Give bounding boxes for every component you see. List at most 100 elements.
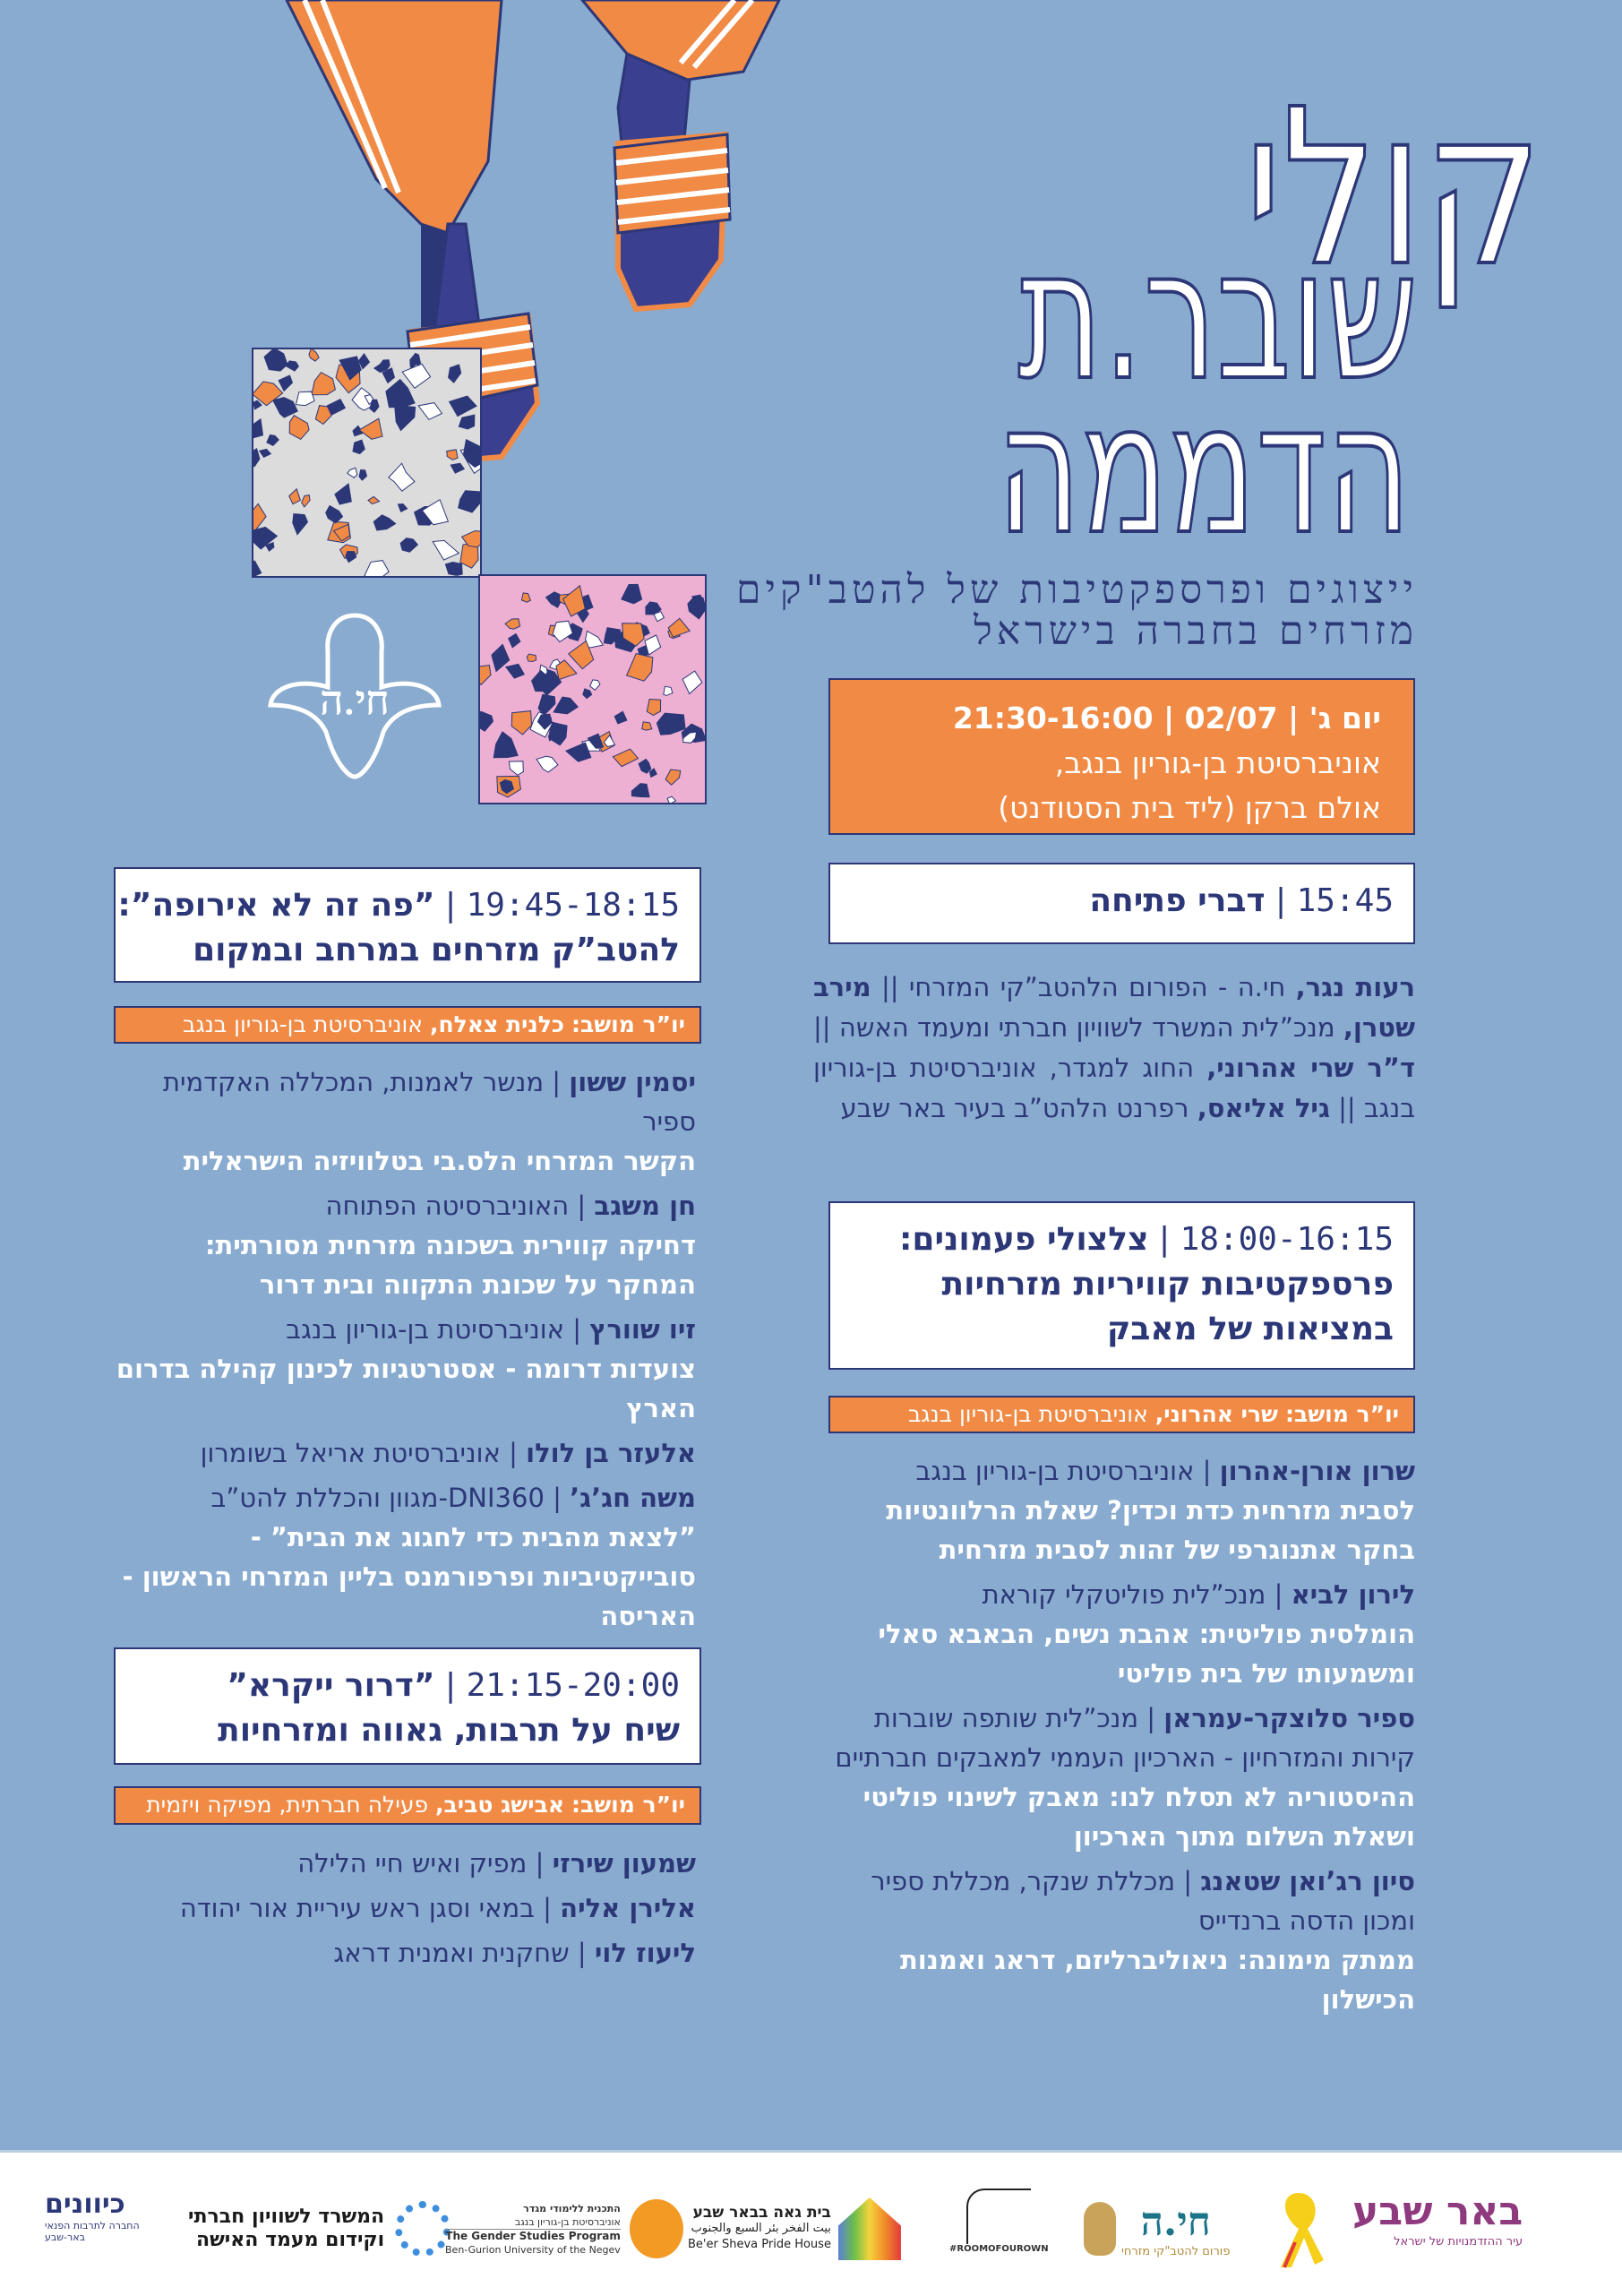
terrazzo-chip	[253, 526, 279, 550]
logo-ministry-line1: המשרד לשוויון חברתי	[188, 2206, 385, 2228]
terrazzo-chip	[351, 387, 378, 411]
terrazzo-chip	[458, 490, 480, 513]
terrazzo-chip	[458, 414, 476, 430]
terrazzo-chip	[334, 483, 352, 505]
terrazzo-chip	[663, 685, 674, 696]
hamsa-gold-icon	[1084, 2202, 1116, 2256]
terrazzo-chip	[589, 679, 601, 691]
terrazzo-chip	[526, 653, 537, 662]
terrazzo-chip	[266, 434, 279, 447]
terrazzo-chip	[511, 710, 533, 735]
speaker-entry: משה חג’ג’ | DNI360-מגוון והכללת להט”ב ”לצ…	[114, 1478, 696, 1636]
subtitle-line-2: מזרחים בחברה בישראל	[974, 608, 1418, 654]
footer-logos: כיוונים החברה לתרבות הפנאי באר-שבע המשרד…	[0, 2150, 1622, 2296]
terrazzo-chip	[326, 398, 347, 416]
terrazzo-chip	[644, 634, 662, 656]
logo-kivunim-name: כיוונים	[45, 2189, 125, 2220]
terrazzo-chip	[450, 462, 466, 474]
terrazzo-chip	[358, 417, 383, 440]
legs-illustration	[285, 0, 781, 465]
terrazzo-chip	[295, 391, 315, 407]
logo-kivunim-sub: החברה לתרבות הפנאי	[45, 2220, 140, 2232]
speaker-entry: ליעוז לוי | שחקנית ואמנית דראג	[114, 1933, 696, 1973]
terrazzo-chip	[648, 768, 657, 778]
separator: |	[444, 1667, 457, 1704]
speaker-entry: שמעון שירזי | מפיק ואיש חיי הלילה	[114, 1844, 696, 1883]
terrazzo-chip	[345, 550, 357, 563]
terrazzo-chip	[491, 643, 511, 673]
session-title-line: במציאות של מאבק	[1106, 1311, 1394, 1347]
speaker-entry: ספיר סלוצקר-עמראן | מנכ”לית שותפה שוברות…	[828, 1698, 1415, 1856]
speaker-entry: שרון אורן-אהרון | אוניברסיטת בן-גוריון ב…	[828, 1451, 1415, 1569]
speaker-entry: אלעזר בן לולו | אוניברסיטת אריאל בשומרון	[114, 1433, 696, 1473]
terrazzo-chip	[567, 640, 595, 670]
session-title-line: 21:15-20:00 | ”דרור ייקרא”	[116, 1664, 680, 1708]
terrazzo-chip	[285, 360, 300, 372]
speaker-entry: לירון לביא | מנכ”לית פוליטקלי קוראת הומלס…	[828, 1575, 1415, 1693]
speaker-name: יסמין ששון	[569, 1067, 696, 1097]
terrazzo-chip	[332, 523, 351, 542]
terrazzo-chip	[382, 367, 396, 384]
terrazzo-chip	[656, 712, 686, 735]
opening-seg: חי.ה - הפורום הלהטב”קי המזרחי ||	[871, 972, 1296, 1002]
terrazzo-chip	[585, 630, 604, 649]
terrazzo-chip	[399, 537, 419, 553]
separator: |	[552, 1067, 562, 1097]
terrazzo-chip	[253, 381, 284, 407]
logo-hayah: חי.ה פורום להטב"קי מזרחי	[1084, 2189, 1230, 2269]
speaker-affiliation: אוניברסיטת בן-גוריון בנגב	[286, 1314, 565, 1345]
logo-kivunim-sub2: באר-שבע	[45, 2232, 85, 2243]
terrazzo-chip	[358, 469, 368, 481]
speaker-name: אלעזר בן לולו	[526, 1438, 696, 1468]
logo-ministry: המשרד לשוויון חברתי וקידום מעמד האישה	[188, 2189, 451, 2269]
session-title-line: 18:00-16:15 | צלצולי פעמונים:	[830, 1217, 1394, 1262]
terrazzo-chip	[555, 659, 578, 681]
speaker-affiliation: מנשר לאמנות, המכללה האקדמית ספיר	[162, 1067, 696, 1137]
terrazzo-chip	[499, 778, 514, 795]
terrazzo-chip	[417, 402, 443, 421]
logo-hayah-sub: פורום להטב"קי מזרחי	[1121, 2244, 1231, 2258]
speaker-affiliation: מכללת שנקר, מכללת ספיר ומכון הדסה ברנדיי…	[871, 1866, 1415, 1936]
terrazzo-chip	[665, 769, 682, 786]
event-datetime: יום ג' | 02/07 | 21:30-16:00	[830, 696, 1381, 741]
terrazzo-chip	[552, 620, 573, 643]
speaker-name: אלירן אליה	[560, 1893, 696, 1923]
speaker-name: שרון אורן-אהרון	[1219, 1456, 1415, 1486]
logo-gender-line1: התכנית ללימודי מגדר	[523, 2202, 621, 2214]
speaker-name: לירון לביא	[1291, 1579, 1415, 1610]
logo-pride-line1: בית גאה בבאר שבע	[692, 2204, 831, 2222]
separator: |	[1163, 701, 1175, 735]
speaker-affiliation: מנכ”לית פוליטקלי קוראת	[982, 1579, 1266, 1610]
terrazzo-chip	[448, 395, 477, 417]
terrazzo-chip	[508, 761, 524, 776]
terrazzo-chip	[253, 560, 262, 576]
session-title-line: שיח על תרבות, גאווה ומזרחיות	[218, 1712, 680, 1749]
speaker-affiliation: אוניברסיטת בן-גוריון בנגב	[915, 1456, 1195, 1486]
logo-gender-line4: Ben-Gurion University of the Negev	[445, 2243, 621, 2256]
session-2-header: 19:45-18:15 | ”פה זה לא אירופה”: להטב”ק מ…	[114, 867, 701, 983]
rainbow-house-icon	[837, 2197, 901, 2260]
terrazzo-chip	[278, 374, 294, 392]
terrazzo-chip	[641, 721, 653, 731]
terrazzo-chip	[401, 363, 432, 389]
terrazzo-chip	[564, 742, 592, 762]
terrazzo-chip	[339, 356, 362, 381]
terrazzo-chip	[367, 495, 381, 505]
opening-speakers: רעות נגר, חי.ה - הפורום הלהטב”קי המזרחי …	[813, 967, 1415, 1129]
title-line-1: קולי	[1243, 61, 1543, 315]
speaker-affiliation: מפיק ואיש חיי הלילה	[297, 1848, 528, 1879]
logo-hayah-name: חי.ה	[1140, 2198, 1211, 2245]
terrazzo-chip	[253, 400, 262, 410]
terrazzo-chip	[612, 748, 639, 768]
speaker-name: חן משגב	[594, 1191, 696, 1221]
terrazzo-chip	[582, 688, 593, 700]
figures-icon	[966, 2189, 1032, 2244]
chair-affiliation: אוניברסיטת בן-גוריון בנגב	[907, 1401, 1148, 1427]
speaker-entry: זיו שוורץ | אוניברסיטת בן-גוריון בנגב צוע…	[114, 1310, 696, 1428]
separator: |	[509, 1438, 518, 1468]
session-1-chair: יו”ר מושב: שרי אהרוני, אוניברסיטת בן-גור…	[828, 1396, 1415, 1433]
terrazzo-chip	[622, 623, 645, 647]
terrazzo-chip	[603, 627, 622, 645]
separator: |	[1288, 701, 1300, 735]
subtitle: ייצוגים ופרספקטיבות של להטב"קים מזרחים ב…	[736, 570, 1418, 652]
